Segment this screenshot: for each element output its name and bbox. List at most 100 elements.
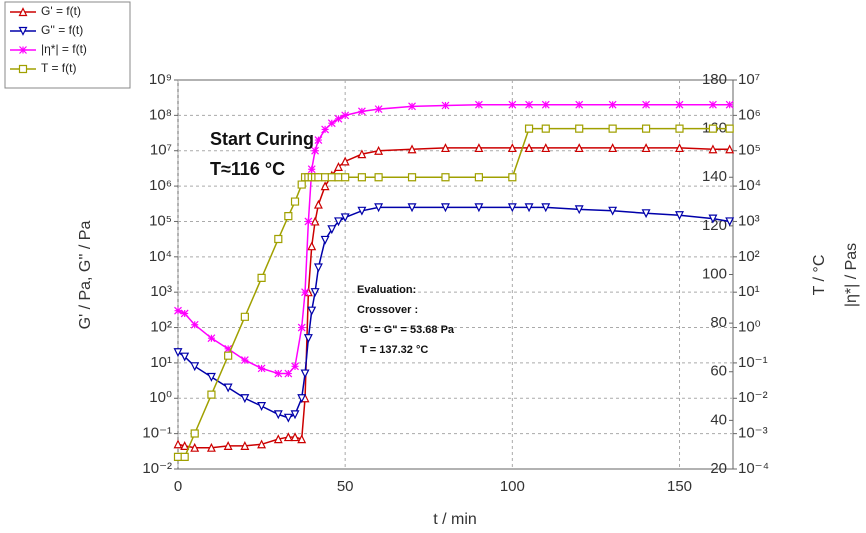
y2-axis-title: T / °C <box>811 255 828 296</box>
y3-tick-label: 10² <box>738 248 760 265</box>
y-tick-label: 10² <box>150 319 172 336</box>
data-point <box>297 394 307 404</box>
annotation: G' = G" = 53.68 Pa <box>360 324 455 336</box>
data-point <box>307 165 316 174</box>
y2-tick-label: 140 <box>702 168 727 185</box>
y-tick-label: 10⁸ <box>149 106 172 123</box>
legend-marker <box>18 7 28 17</box>
data-point <box>223 383 233 393</box>
data-point <box>474 143 484 153</box>
data-point <box>440 143 450 153</box>
data-point <box>641 143 651 153</box>
data-point <box>474 173 484 182</box>
y-axis-title: G' / Pa, G'' / Pa <box>77 221 94 330</box>
data-point <box>340 213 350 223</box>
data-point <box>357 173 366 182</box>
data-point <box>334 173 343 182</box>
series-line <box>177 206 730 419</box>
data-point <box>334 162 343 171</box>
data-point <box>675 100 684 109</box>
data-point <box>321 173 330 182</box>
data-point <box>301 288 309 297</box>
data-point <box>675 124 684 133</box>
data-point <box>641 124 651 133</box>
legend-label: G'' = f(t) <box>41 23 83 37</box>
y3-tick-label: 10⁻⁴ <box>738 460 769 477</box>
data-point <box>374 203 384 213</box>
annotation: T≈116 °C <box>210 159 285 179</box>
data-point <box>541 203 551 213</box>
data-point <box>304 217 313 226</box>
data-point <box>340 156 350 166</box>
data-point <box>190 442 200 452</box>
x-tick-label: 0 <box>174 478 182 495</box>
x-tick-label: 50 <box>337 478 354 495</box>
data-point <box>240 394 250 404</box>
data-point <box>291 362 299 371</box>
data-point <box>608 124 617 133</box>
data-point <box>310 216 320 226</box>
data-point <box>240 312 249 321</box>
data-point <box>357 149 367 159</box>
y2-tick-label: 20 <box>710 460 727 477</box>
data-point <box>525 100 533 109</box>
data-point <box>407 144 417 154</box>
annotation: Evaluation: <box>357 284 416 296</box>
data-point <box>284 212 293 221</box>
y-tick-label: 10⁰ <box>149 389 172 406</box>
y3-tick-label: 10¹ <box>738 283 760 300</box>
data-point <box>284 369 293 378</box>
y3-tick-label: 10⁻³ <box>738 425 768 442</box>
data-point <box>709 100 717 109</box>
data-point <box>708 124 718 133</box>
data-point <box>708 214 718 224</box>
data-point <box>507 203 517 213</box>
data-point <box>327 173 336 182</box>
y3-tick-label: 10⁰ <box>738 319 761 336</box>
data-point <box>408 102 416 111</box>
data-point <box>641 209 651 219</box>
legend-box <box>4 1 131 89</box>
y2-tick-label: 100 <box>702 265 727 282</box>
data-point <box>341 173 350 182</box>
y-tick-label: 10⁵ <box>149 212 172 229</box>
data-point <box>407 173 417 182</box>
data-point <box>300 369 310 379</box>
data-point <box>273 410 283 420</box>
data-point <box>334 217 343 227</box>
data-point <box>206 372 216 382</box>
data-point <box>608 100 617 109</box>
data-point <box>180 309 189 318</box>
y2-tick-label: 120 <box>702 217 727 234</box>
data-point <box>642 100 650 109</box>
data-point <box>223 441 233 450</box>
data-point <box>224 344 233 353</box>
data-point <box>508 173 517 182</box>
y-tick-label: 10³ <box>150 283 172 300</box>
data-point <box>524 203 534 213</box>
annotation: Crossover : <box>357 304 418 316</box>
data-point <box>173 439 183 449</box>
y2-tick-label: 60 <box>710 363 727 380</box>
data-point <box>341 111 350 120</box>
data-point <box>575 124 584 133</box>
data-point <box>725 124 734 133</box>
data-point <box>374 145 384 155</box>
data-point <box>524 143 534 153</box>
data-point <box>725 217 735 227</box>
data-point <box>441 173 450 182</box>
data-point <box>507 143 517 153</box>
y3-axis-title: |η*| / Pas <box>843 243 860 307</box>
data-point <box>474 203 484 213</box>
data-point <box>441 101 450 110</box>
x-tick-label: 150 <box>667 478 692 495</box>
y3-tick-label: 10⁷ <box>738 71 760 88</box>
data-point <box>708 144 718 154</box>
data-point <box>374 105 383 114</box>
data-point <box>173 452 183 461</box>
data-point <box>320 181 330 191</box>
legend-label: T = f(t) <box>41 61 76 75</box>
y3-tick-label: 10⁻² <box>738 389 768 406</box>
y3-tick-label: 10⁶ <box>738 106 761 123</box>
